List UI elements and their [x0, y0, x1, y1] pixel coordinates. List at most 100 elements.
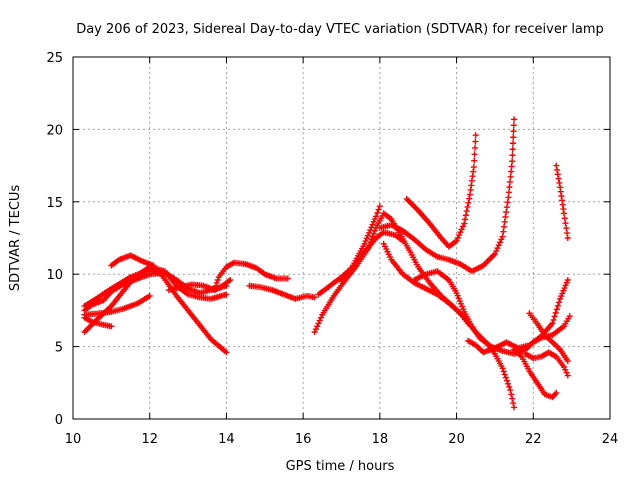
x-tick-label: 18: [372, 432, 389, 447]
data-point: [552, 309, 559, 316]
data-point: [554, 171, 561, 178]
series-track-f: [108, 252, 157, 269]
data-points: [81, 116, 573, 411]
data-point: [556, 179, 563, 186]
data-point: [375, 206, 382, 213]
data-point: [506, 383, 513, 390]
data-point: [471, 144, 478, 151]
data-point: [314, 323, 321, 330]
data-point: [463, 208, 470, 215]
data-point: [364, 232, 371, 239]
series-track-l: [338, 203, 383, 285]
data-point: [502, 374, 509, 381]
data-point: [499, 365, 506, 372]
data-point: [510, 400, 517, 407]
y-tick-label: 5: [55, 341, 63, 356]
data-point: [456, 232, 463, 239]
data-point: [503, 209, 510, 216]
data-point: [214, 276, 221, 283]
data-point: [472, 138, 479, 145]
data-point: [366, 242, 373, 249]
data-point: [362, 238, 369, 245]
data-point: [566, 313, 573, 320]
data-point: [365, 245, 372, 252]
data-point: [501, 223, 508, 230]
data-point: [368, 236, 375, 243]
data-point: [505, 380, 512, 387]
y-tick-label: 20: [46, 123, 63, 138]
data-point: [212, 282, 219, 289]
data-point: [499, 233, 506, 240]
data-point: [211, 285, 218, 292]
data-point: [498, 236, 505, 243]
data-point: [510, 128, 517, 135]
data-point: [562, 366, 569, 373]
series-track-i: [246, 282, 318, 302]
data-point: [462, 216, 469, 223]
data-point: [316, 317, 323, 324]
series-track-c: [81, 292, 153, 318]
series-track-o: [380, 240, 472, 327]
series-track-d: [81, 269, 230, 314]
data-point: [551, 313, 558, 320]
data-point: [510, 122, 517, 129]
data-point: [491, 250, 498, 257]
data-point: [453, 237, 460, 244]
series-track-r: [511, 346, 560, 401]
data-point: [369, 233, 376, 240]
data-point: [369, 221, 376, 228]
data-point: [471, 157, 478, 164]
data-point: [564, 276, 571, 283]
data-point: [462, 212, 469, 219]
data-point: [510, 134, 517, 141]
data-point: [507, 173, 514, 180]
series-track-m: [376, 116, 518, 275]
y-axis-label: SDTVAR / TECUs: [8, 185, 23, 292]
data-point: [371, 216, 378, 223]
data-point: [502, 214, 509, 221]
data-point: [508, 168, 515, 175]
data-point: [511, 404, 518, 411]
data-point: [318, 314, 325, 321]
data-point: [374, 209, 381, 216]
data-point: [311, 329, 318, 336]
data-point: [556, 299, 563, 306]
data-point: [464, 203, 471, 210]
data-point: [457, 229, 464, 236]
axis-ticks: 10 12 14 16 18 20 22 24 0 5 10 15 20 25: [46, 51, 618, 447]
data-point: [361, 240, 368, 247]
data-point: [564, 358, 571, 365]
data-point: [553, 162, 560, 169]
data-point: [563, 369, 570, 376]
data-point: [501, 218, 508, 225]
data-point: [465, 199, 472, 206]
data-point: [501, 371, 508, 378]
x-tick-label: 14: [218, 432, 235, 447]
data-point: [470, 164, 477, 171]
data-point: [315, 320, 322, 327]
data-point: [461, 220, 468, 227]
data-point: [508, 163, 515, 170]
data-point: [510, 140, 517, 147]
data-point: [511, 116, 518, 123]
data-point: [509, 158, 516, 165]
data-point: [509, 395, 516, 402]
x-tick-label: 22: [525, 432, 542, 447]
data-point: [223, 349, 230, 356]
data-point: [554, 166, 561, 173]
x-tick-label: 24: [602, 432, 619, 447]
x-tick-label: 16: [295, 432, 312, 447]
x-tick-label: 10: [65, 432, 82, 447]
data-point: [554, 302, 561, 309]
y-tick-label: 10: [46, 268, 63, 283]
data-point: [312, 326, 319, 333]
data-point: [227, 276, 234, 283]
data-point: [555, 175, 562, 182]
chart-title: Day 206 of 2023, Sidereal Day-to-day VTE…: [76, 22, 604, 37]
data-point: [223, 291, 230, 298]
data-point: [213, 279, 220, 286]
data-point: [563, 225, 570, 232]
data-point: [505, 189, 512, 196]
